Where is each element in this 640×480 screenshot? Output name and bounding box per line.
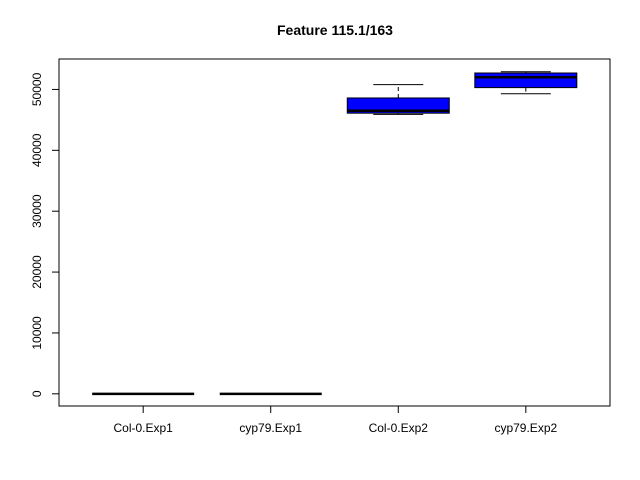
x-axis: Col-0.Exp1 cyp79.Exp1 Col-0.Exp2 cyp79.Exp2 [113,405,557,435]
iqr-box [346,97,450,114]
x-tick-label: cyp79.Exp2 [494,421,557,435]
y-tick-label: 20000 [30,255,44,289]
y-axis: 0 10000 20000 30000 40000 50000 [30,72,60,397]
boxes-group [92,71,578,396]
y-tick-label: 0 [30,390,44,397]
plot-frame [58,58,611,407]
y-tick-label: 10000 [30,316,44,350]
y-tick-label: 50000 [30,72,44,106]
y-tick-label: 30000 [30,194,44,228]
x-tick-label: cyp79.Exp1 [239,421,302,435]
box-cyp79.Exp2 [474,71,578,95]
iqr-box [474,72,578,89]
x-tick-label: Col-0.Exp1 [113,421,173,435]
y-tick-label: 40000 [30,133,44,167]
x-tick-label: Col-0.Exp2 [369,421,429,435]
box-Col-0.Exp2 [346,84,450,115]
chart-title: Feature 115.1/163 [277,22,393,38]
